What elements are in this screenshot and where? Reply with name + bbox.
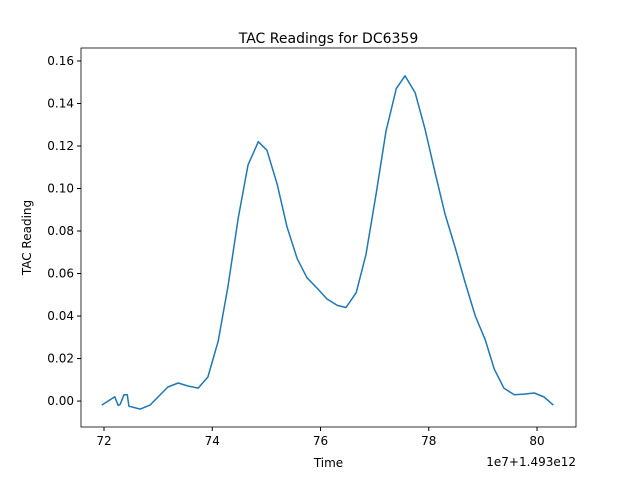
- y-tick-label: 0.14: [47, 96, 74, 110]
- y-tick-label: 0.06: [47, 267, 74, 281]
- y-tick-label: 0.00: [47, 394, 74, 408]
- y-tick-label: 0.04: [47, 309, 74, 323]
- y-tick-label: 0.12: [47, 139, 74, 153]
- y-tick-label: 0.08: [47, 224, 74, 238]
- x-tick-label: 78: [421, 434, 436, 448]
- x-axis-label: Time: [313, 456, 343, 470]
- chart-title: TAC Readings for DC6359: [238, 31, 418, 47]
- x-tick-label: 72: [96, 434, 111, 448]
- y-tick-label: 0.16: [47, 54, 74, 68]
- x-offset-label: 1e7+1.493e12: [486, 455, 576, 469]
- y-tick-label: 0.10: [47, 182, 74, 196]
- x-tick-label: 74: [205, 434, 220, 448]
- y-tick-label: 0.02: [47, 352, 74, 366]
- x-tick-label: 80: [529, 434, 544, 448]
- data-line: [101, 75, 554, 410]
- y-axis-label: TAC Reading: [20, 200, 34, 276]
- x-tick-label: 76: [313, 434, 328, 448]
- plot-frame: [80, 47, 577, 428]
